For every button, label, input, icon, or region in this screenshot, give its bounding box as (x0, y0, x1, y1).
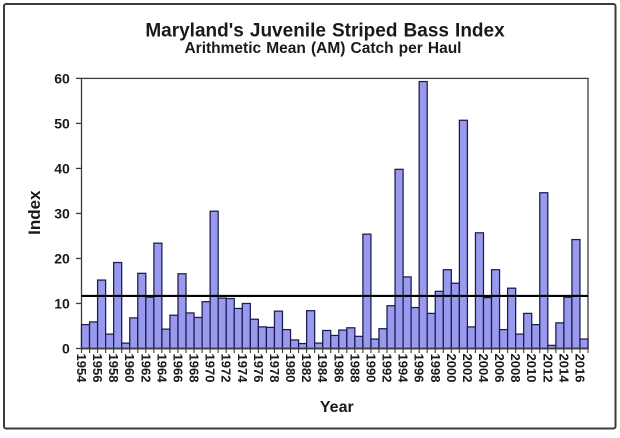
svg-text:1962: 1962 (138, 354, 153, 383)
svg-text:2016: 2016 (572, 354, 587, 383)
svg-text:Maryland's Juvenile Striped Ba: Maryland's Juvenile Striped Bass Index (145, 20, 505, 41)
svg-text:2014: 2014 (556, 354, 571, 384)
svg-text:2000: 2000 (444, 354, 459, 383)
svg-text:20: 20 (54, 250, 70, 266)
svg-text:1994: 1994 (396, 354, 411, 384)
svg-text:1974: 1974 (235, 354, 250, 384)
svg-text:1990: 1990 (363, 354, 378, 383)
svg-text:1986: 1986 (331, 354, 346, 383)
svg-text:2008: 2008 (508, 354, 523, 383)
svg-text:1982: 1982 (299, 354, 314, 383)
svg-text:1998: 1998 (428, 354, 443, 383)
svg-text:1966: 1966 (170, 354, 185, 383)
svg-text:60: 60 (54, 70, 70, 86)
svg-text:1976: 1976 (251, 354, 266, 383)
svg-text:0: 0 (62, 341, 70, 357)
svg-text:1996: 1996 (412, 354, 427, 383)
svg-text:2010: 2010 (524, 354, 539, 383)
svg-text:Year: Year (320, 399, 354, 416)
svg-text:1960: 1960 (122, 354, 137, 383)
svg-text:10: 10 (54, 295, 70, 311)
svg-text:1964: 1964 (154, 354, 169, 384)
svg-text:2004: 2004 (476, 354, 491, 384)
svg-text:Index: Index (25, 190, 44, 235)
svg-text:1988: 1988 (347, 354, 362, 383)
svg-text:1978: 1978 (267, 354, 282, 383)
svg-text:50: 50 (54, 115, 70, 131)
svg-text:1970: 1970 (203, 354, 218, 383)
svg-text:1958: 1958 (106, 354, 121, 383)
svg-text:Arithmetic Mean (AM) Catch per: Arithmetic Mean (AM) Catch per Haul (184, 40, 461, 57)
svg-text:1972: 1972 (219, 354, 234, 383)
svg-text:1954: 1954 (74, 354, 89, 384)
svg-text:1968: 1968 (187, 354, 202, 383)
svg-text:1956: 1956 (90, 354, 105, 383)
svg-text:30: 30 (54, 205, 70, 221)
svg-text:1992: 1992 (380, 354, 395, 383)
svg-text:1980: 1980 (283, 354, 298, 383)
svg-text:1984: 1984 (315, 354, 330, 384)
svg-text:2006: 2006 (492, 354, 507, 383)
svg-text:2012: 2012 (540, 354, 555, 383)
svg-text:40: 40 (54, 160, 70, 176)
svg-text:2002: 2002 (460, 354, 475, 383)
